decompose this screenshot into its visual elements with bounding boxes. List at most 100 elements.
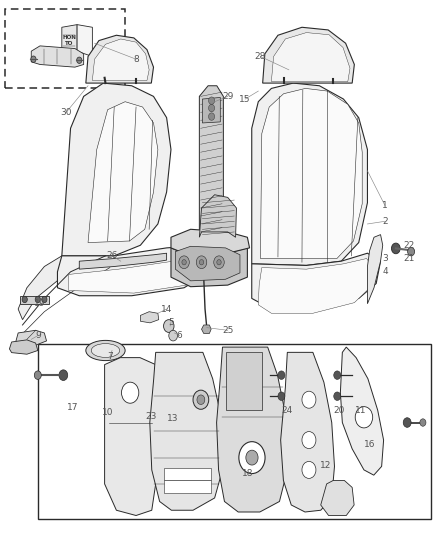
Polygon shape [171,229,250,256]
Polygon shape [252,83,367,265]
Circle shape [179,256,189,269]
Text: 19: 19 [34,299,46,308]
Circle shape [22,296,27,303]
Text: 10: 10 [102,408,113,417]
Polygon shape [79,253,166,269]
Text: 15: 15 [240,94,251,103]
Polygon shape [88,102,158,243]
Polygon shape [68,260,204,293]
Polygon shape [201,325,211,334]
Polygon shape [261,88,362,259]
Circle shape [208,97,215,104]
Text: 13: 13 [167,414,179,423]
Circle shape [169,330,177,341]
Ellipse shape [86,341,125,361]
Polygon shape [86,35,153,83]
Circle shape [193,390,209,409]
Polygon shape [321,480,354,515]
Text: 24: 24 [281,406,292,415]
Polygon shape [252,253,381,309]
Text: 1: 1 [382,201,388,210]
FancyBboxPatch shape [5,9,125,88]
Polygon shape [340,347,384,475]
Circle shape [420,419,426,426]
Text: 28: 28 [255,52,266,61]
Text: 9: 9 [35,331,41,340]
Text: 6: 6 [177,331,183,340]
Text: 4: 4 [382,268,388,276]
Circle shape [334,392,341,400]
Circle shape [77,57,82,63]
Text: 21: 21 [403,254,415,263]
Text: 14: 14 [161,304,172,313]
Text: HON
TO: HON TO [62,35,76,46]
Polygon shape [202,98,220,123]
Polygon shape [199,195,237,237]
Text: 2: 2 [382,217,388,226]
Circle shape [217,260,221,265]
Text: 17: 17 [67,403,78,412]
Polygon shape [141,312,159,323]
Polygon shape [171,248,247,287]
Circle shape [403,418,411,427]
Polygon shape [199,86,223,237]
Polygon shape [77,25,92,56]
Polygon shape [18,256,114,320]
Text: 5: 5 [168,318,174,327]
Text: 20: 20 [333,406,345,415]
Polygon shape [150,352,223,510]
Polygon shape [92,39,149,80]
Polygon shape [226,352,262,410]
Text: 11: 11 [355,406,367,415]
Polygon shape [367,235,383,304]
Polygon shape [163,480,211,492]
Circle shape [182,260,186,265]
Polygon shape [258,259,374,313]
Circle shape [34,371,41,379]
Circle shape [302,391,316,408]
Circle shape [59,370,68,381]
Circle shape [196,256,207,269]
Polygon shape [105,358,155,515]
Polygon shape [16,330,46,345]
Circle shape [246,450,258,465]
Text: 3: 3 [382,254,388,263]
Circle shape [197,395,205,405]
Polygon shape [272,33,350,82]
Text: 30: 30 [60,108,72,117]
Polygon shape [217,347,287,512]
Circle shape [214,256,224,269]
Circle shape [334,371,341,379]
Polygon shape [62,25,77,56]
Text: 23: 23 [146,412,157,421]
Circle shape [392,243,400,254]
Text: 7: 7 [107,352,113,361]
Circle shape [121,382,139,403]
Text: 25: 25 [222,326,233,335]
Circle shape [239,442,265,473]
Circle shape [42,296,47,303]
Polygon shape [263,27,354,83]
Polygon shape [62,83,171,256]
Circle shape [208,113,215,120]
Circle shape [208,104,215,112]
Ellipse shape [91,344,120,358]
Circle shape [278,392,285,400]
Circle shape [31,56,36,62]
FancyBboxPatch shape [38,344,431,519]
Circle shape [35,296,40,303]
Text: 18: 18 [242,470,253,478]
Circle shape [302,432,316,449]
Circle shape [163,320,174,333]
Circle shape [302,462,316,479]
Circle shape [199,260,204,265]
Polygon shape [20,296,49,304]
Polygon shape [57,245,219,296]
Text: 22: 22 [403,241,414,250]
Circle shape [278,371,285,379]
Circle shape [355,407,373,428]
Text: 16: 16 [364,440,375,449]
Text: 8: 8 [133,55,139,63]
Text: 12: 12 [320,462,332,470]
Polygon shape [31,46,84,67]
